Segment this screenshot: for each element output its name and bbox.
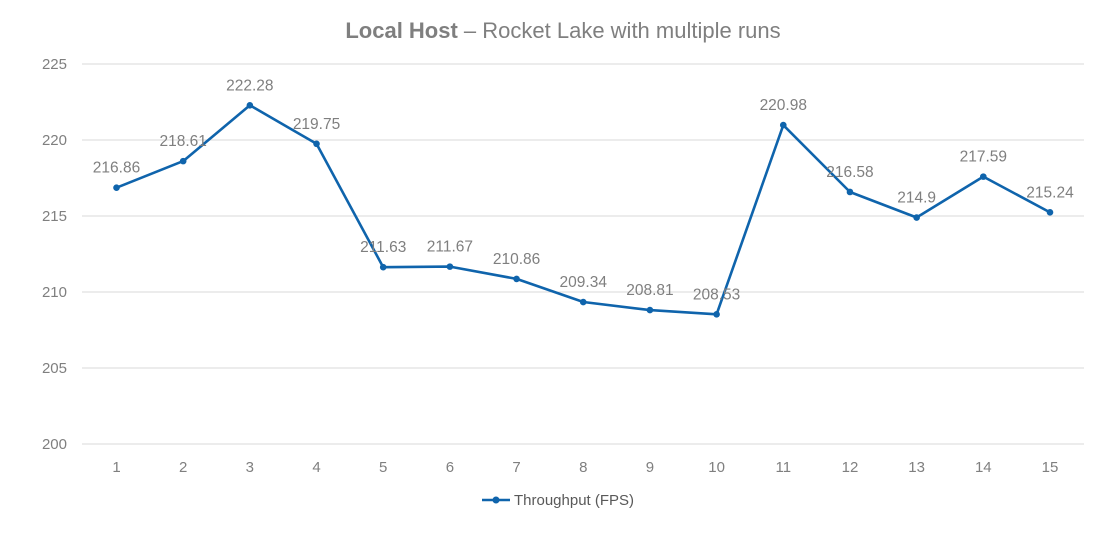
y-tick-label: 220: [42, 132, 67, 149]
x-tick-label: 6: [446, 459, 454, 476]
chart-title-bold: Local Host: [345, 18, 458, 43]
data-label: 216.58: [826, 164, 873, 181]
x-tick-label: 14: [975, 459, 992, 476]
data-point: [579, 298, 587, 306]
data-point: [913, 214, 920, 221]
x-tick-label: 10: [708, 459, 725, 476]
x-tick-label: 12: [842, 459, 859, 476]
data-labels: 216.86 218.61 222.28 219.75 211.63 211.67 210.…: [93, 77, 1074, 303]
data-point: [446, 263, 454, 270]
data-label: 214.9: [897, 190, 936, 207]
data-label: 208.53: [693, 286, 740, 303]
x-tick-label: 9: [646, 459, 654, 476]
data-label: 220.98: [760, 97, 807, 114]
data-label: 219.75: [293, 116, 340, 133]
x-tick-label: 15: [1042, 459, 1059, 476]
x-tick-label: 8: [579, 459, 587, 476]
data-point: [713, 311, 720, 318]
data-point: [113, 184, 120, 192]
data-label: 217.59: [960, 149, 1007, 166]
y-tick-label: 225: [42, 56, 67, 73]
y-axis-ticks: 200 205 210 215 220 225: [42, 56, 67, 453]
y-tick-label: 215: [42, 208, 67, 225]
data-point: [980, 173, 987, 180]
x-tick-label: 5: [379, 459, 387, 476]
x-axis-ticks: 1 2 3 4 5 6 7 8 9 10 11 12 13 14 15: [112, 459, 1058, 476]
data-label: 211.67: [427, 239, 473, 256]
data-point: [779, 121, 787, 129]
y-tick-label: 210: [42, 284, 67, 301]
data-label: 218.61: [159, 133, 206, 150]
data-label: 222.28: [226, 77, 273, 94]
data-point: [246, 102, 254, 109]
chart-title-rest: – Rocket Lake with multiple runs: [458, 18, 781, 43]
data-point: [646, 306, 654, 314]
data-label: 216.86: [93, 160, 140, 177]
series-throughput: [113, 102, 1054, 318]
data-point: [513, 275, 520, 283]
x-tick-label: 11: [775, 459, 791, 476]
y-tick-label: 205: [42, 360, 67, 377]
data-point: [313, 140, 320, 148]
x-tick-label: 13: [908, 459, 925, 476]
data-point: [1046, 209, 1054, 216]
chart-title: Local Host – Rocket Lake with multiple r…: [345, 18, 780, 43]
data-label: 209.34: [560, 274, 608, 291]
data-point: [179, 157, 187, 165]
x-tick-label: 4: [312, 459, 320, 476]
legend-point-marker: [492, 496, 500, 504]
x-tick-label: 1: [112, 459, 120, 476]
x-tick-label: 2: [179, 459, 187, 476]
y-tick-label: 200: [42, 436, 67, 453]
data-label: 211.63: [360, 239, 406, 256]
x-tick-label: 7: [512, 459, 520, 476]
legend-label: Throughput (FPS): [514, 492, 634, 509]
data-label: 208.81: [626, 282, 673, 299]
data-label: 210.86: [493, 251, 540, 268]
data-point: [379, 263, 387, 271]
data-label: 215.24: [1026, 184, 1074, 201]
legend: Throughput (FPS): [482, 492, 634, 509]
data-point: [846, 188, 854, 196]
x-tick-label: 3: [246, 459, 254, 476]
gridlines: [82, 63, 1084, 445]
